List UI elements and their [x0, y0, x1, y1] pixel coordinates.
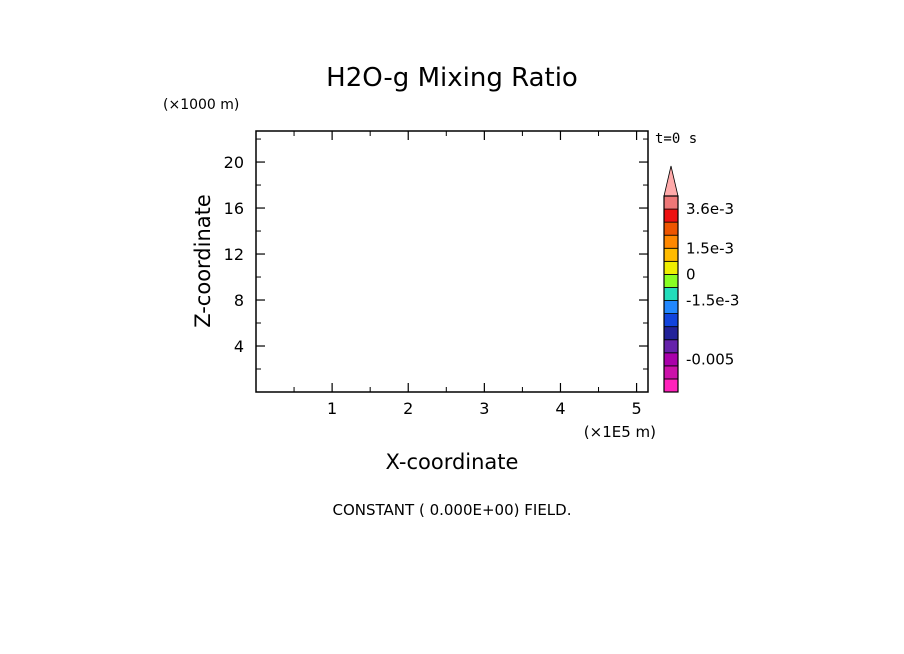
colorbar: 3.6e-3 1.5e-3 0 -1.5e-3 -0.005 — [663, 165, 739, 393]
colorbar-label: -1.5e-3 — [686, 292, 739, 310]
colorbar-segment — [663, 339, 679, 354]
colorbar-segment — [663, 273, 679, 288]
colorbar-segment — [663, 365, 679, 380]
x-tick-label: 5 — [631, 399, 641, 418]
colorbar-segment — [663, 247, 679, 262]
x-axis-ticks: 1 2 3 4 5 — [293, 131, 642, 418]
colorbar-segment — [663, 378, 679, 393]
colorbar-extend-arrow — [663, 165, 679, 197]
y-axis-ticks: 4 8 12 16 20 — [224, 138, 648, 370]
chart-title: H2O-g Mixing Ratio — [326, 63, 578, 93]
colorbar-segment — [663, 313, 679, 328]
x-tick-label: 4 — [555, 399, 565, 418]
x-tick-label: 1 — [327, 399, 337, 418]
colorbar-segment — [663, 221, 679, 236]
y-tick-label: 16 — [224, 199, 244, 218]
colorbar-label: 3.6e-3 — [686, 200, 734, 218]
y-tick-label: 8 — [234, 291, 244, 310]
plot-frame — [255, 130, 649, 393]
y-unit-label: (×1000 m) — [163, 97, 239, 113]
colorbar-segment — [663, 234, 679, 249]
colorbar-segment — [663, 326, 679, 341]
colorbar-segment — [663, 260, 679, 275]
x-tick-label: 2 — [403, 399, 413, 418]
x-unit-label: (×1E5 m) — [584, 423, 656, 441]
y-tick-label: 12 — [224, 245, 244, 264]
x-tick-label: 3 — [479, 399, 489, 418]
colorbar-label: 1.5e-3 — [686, 239, 734, 257]
colorbar-segment — [663, 195, 679, 210]
x-axis-label: X-coordinate — [386, 450, 519, 474]
y-tick-label: 20 — [224, 153, 244, 172]
colorbar-frame — [663, 195, 679, 393]
colorbar-label: -0.005 — [686, 350, 734, 368]
time-label: t=0 s — [655, 131, 697, 147]
y-axis-label: Z-coordinate — [191, 194, 215, 328]
constant-field-note: CONSTANT ( 0.000E+00) FIELD. — [333, 501, 572, 519]
colorbar-label: 0 — [686, 265, 696, 283]
colorbar-segment — [663, 287, 679, 301]
colorbar-segment — [663, 208, 679, 223]
colorbar-segment — [663, 300, 679, 314]
colorbar-segment — [663, 352, 679, 367]
y-tick-label: 4 — [234, 337, 244, 356]
